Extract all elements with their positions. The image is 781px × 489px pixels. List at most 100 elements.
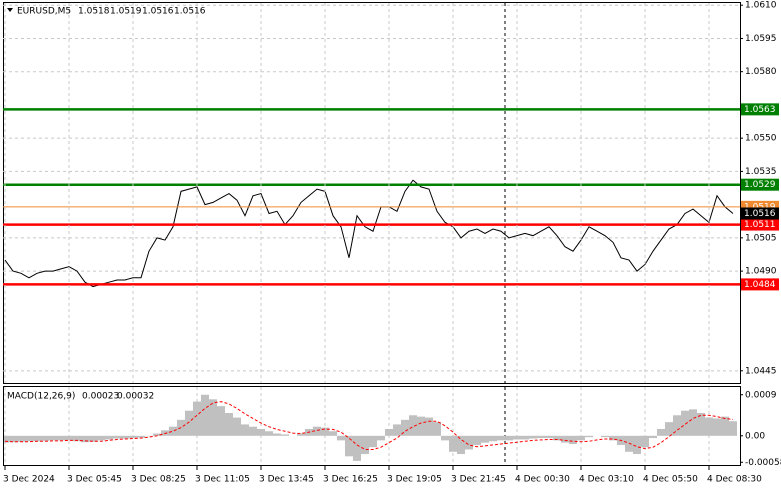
histogram-bar [537, 435, 545, 439]
y-tick-label: 1.0535 [745, 167, 777, 177]
histogram-bar [257, 428, 265, 436]
y-tick-label: 1.0610 [745, 1, 777, 11]
histogram-bar [481, 435, 489, 443]
x-tick-label: 3 Dec 21:45 [451, 475, 506, 485]
x-tick-label: 3 Dec 2024 [3, 475, 55, 485]
y-tick-label: 1.0595 [745, 34, 777, 44]
y-tick-label: 0.00 [745, 431, 765, 441]
histogram-bar [337, 435, 345, 441]
histogram-bar [497, 435, 505, 441]
collapse-icon [7, 8, 13, 12]
current-price-box [741, 207, 779, 220]
histogram-bar [57, 435, 65, 441]
histogram-bar [97, 435, 105, 441]
x-tick-label: 3 Dec 16:25 [323, 475, 378, 485]
histogram-bar [329, 431, 337, 436]
main-panel [3, 2, 741, 384]
y-tick-label: -0.00058 [745, 458, 781, 468]
histogram-bar [633, 435, 641, 455]
histogram-bar [321, 427, 329, 436]
histogram-bar [217, 406, 225, 436]
histogram-bar [121, 435, 129, 439]
histogram-bar [17, 435, 25, 442]
histogram-bar [561, 435, 569, 443]
histogram-bar [665, 422, 673, 436]
quote: 1.0519 [110, 7, 142, 17]
indicator-value: 0.00032 [117, 392, 154, 402]
y-tick-label: 1.0505 [745, 233, 777, 243]
histogram-bar [129, 435, 137, 439]
histogram-bar [401, 419, 409, 436]
x-tick-label: 3 Dec 08:25 [131, 475, 186, 485]
indicator-title: MACD(12,26,9) [7, 392, 75, 402]
symbol-title: EURUSD,M5 [17, 7, 71, 17]
histogram-bar [689, 409, 697, 436]
histogram-bar [585, 435, 593, 438]
y-tick-label: 1.0490 [745, 267, 777, 277]
histogram-bar [297, 433, 305, 436]
histogram-bar [113, 435, 121, 439]
histogram-bar [729, 421, 737, 436]
x-tick-label: 4 Dec 03:10 [579, 475, 634, 485]
x-tick-label: 3 Dec 05:45 [67, 475, 122, 485]
histogram-bar [105, 435, 113, 440]
histogram-bar [41, 435, 49, 441]
level-label: 1.0511 [744, 220, 776, 230]
histogram-bar [49, 435, 57, 441]
histogram-bar [425, 417, 433, 436]
histogram-bar [185, 410, 193, 436]
histogram-bar [705, 417, 713, 436]
histogram-bar [577, 435, 585, 441]
histogram-bar [33, 435, 41, 442]
histogram-bar [65, 435, 73, 441]
y-tick-label: 1.0445 [745, 366, 777, 376]
histogram-bar [249, 426, 257, 436]
histogram-bar [649, 435, 657, 439]
histogram-bar [513, 435, 521, 440]
histogram-bar [313, 426, 321, 436]
histogram-bar [473, 435, 481, 445]
histogram-bar [609, 435, 617, 441]
histogram-bar [193, 401, 201, 436]
histogram-bar [449, 435, 457, 452]
histogram-bar [545, 435, 553, 439]
y-tick-label: 1.0550 [745, 134, 777, 144]
histogram-bar [369, 435, 377, 448]
histogram-bar [409, 415, 417, 436]
histogram-bar [713, 418, 721, 436]
histogram-bar [209, 399, 217, 436]
histogram-bar [657, 428, 665, 436]
level-label: 1.0563 [744, 105, 776, 115]
histogram-bar [377, 435, 385, 441]
histogram-bar [153, 433, 161, 436]
level-label: 1.0484 [744, 280, 776, 290]
histogram-bar [9, 435, 17, 443]
x-tick-label: 3 Dec 19:05 [387, 475, 442, 485]
histogram-bar [201, 394, 209, 436]
macd-header: MACD(12,26,9) 0.00023 0.00032 [7, 392, 154, 402]
level-label: 1.0529 [744, 180, 776, 190]
histogram-bar [353, 435, 361, 461]
x-tick-label: 4 Dec 05:50 [643, 475, 698, 485]
histogram-bar [273, 433, 281, 436]
histogram-bar [457, 435, 465, 455]
histogram-bar [697, 413, 705, 436]
histogram-bar [569, 435, 577, 445]
marks: 1.0610 1.0595 1.0580 1.0550 1.0535 1.0505 1.04… [3, 1, 781, 485]
histogram-bar [233, 417, 241, 436]
histogram-bar [385, 428, 393, 436]
header: EURUSD,M5 1.0518 1.0519 1.0516 1.0516 [17, 7, 206, 17]
level-label-box [741, 178, 779, 191]
indicator-value: 0.00023 [82, 392, 119, 402]
signal-line [4, 401, 734, 450]
histogram-bar [489, 435, 497, 442]
quote: 1.0516 [174, 7, 206, 17]
histogram-bar [465, 435, 473, 450]
histogram-bar [505, 435, 513, 441]
histogram-bar [625, 435, 633, 452]
histogram-bar [681, 410, 689, 436]
x-tick-label: 4 Dec 00:30 [515, 475, 570, 485]
histogram-bar [553, 435, 561, 441]
